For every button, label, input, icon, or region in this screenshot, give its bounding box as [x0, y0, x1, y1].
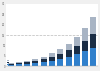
Bar: [49, 61, 55, 66]
Bar: [49, 57, 55, 61]
Bar: [90, 17, 96, 34]
Bar: [32, 59, 38, 61]
Bar: [8, 63, 14, 64]
Bar: [16, 64, 22, 66]
Bar: [66, 44, 72, 50]
Bar: [66, 57, 72, 66]
Bar: [8, 65, 14, 66]
Bar: [32, 61, 38, 63]
Bar: [90, 34, 96, 48]
Bar: [57, 59, 63, 66]
Bar: [41, 62, 47, 66]
Bar: [57, 54, 63, 59]
Bar: [24, 62, 30, 64]
Bar: [82, 51, 88, 66]
Legend: , , : , ,: [7, 60, 10, 65]
Bar: [8, 64, 14, 65]
Bar: [32, 63, 38, 66]
Bar: [41, 59, 47, 62]
Bar: [41, 57, 47, 59]
Bar: [57, 49, 63, 54]
Bar: [16, 62, 22, 63]
Bar: [66, 50, 72, 57]
Bar: [24, 61, 30, 62]
Bar: [16, 63, 22, 64]
Bar: [82, 28, 88, 41]
Bar: [74, 46, 80, 54]
Bar: [90, 48, 96, 66]
Bar: [24, 64, 30, 66]
Bar: [82, 41, 88, 51]
Bar: [74, 37, 80, 46]
Bar: [74, 54, 80, 66]
Bar: [49, 53, 55, 57]
